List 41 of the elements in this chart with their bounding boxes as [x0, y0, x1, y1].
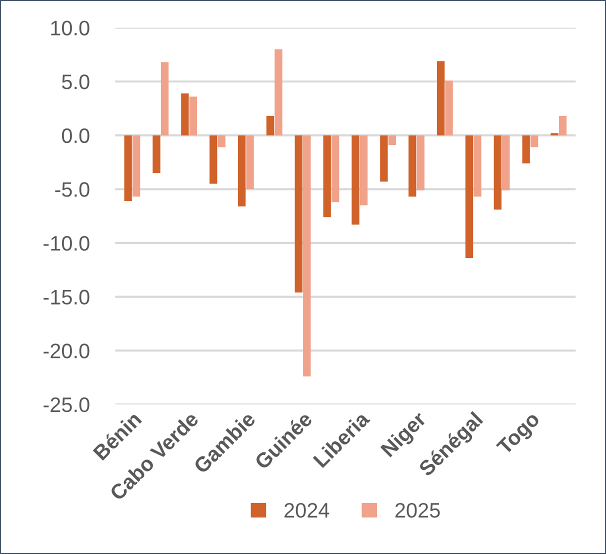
bar	[558, 116, 567, 136]
bar	[494, 135, 502, 210]
bar	[352, 135, 360, 225]
bar	[181, 93, 189, 136]
y-tick-label: -10.0	[44, 236, 90, 251]
y-tick-label: 10.0	[51, 20, 90, 36]
bar	[360, 135, 368, 206]
bar	[132, 135, 140, 197]
y-tick-label: -25.0	[44, 397, 90, 412]
bar	[408, 135, 416, 197]
bar	[124, 135, 132, 201]
bar	[331, 135, 340, 202]
bar	[474, 135, 482, 197]
bar	[465, 135, 474, 258]
bar	[210, 135, 218, 184]
y-tick-label: 5.0	[62, 74, 90, 90]
bar	[530, 135, 538, 148]
bar	[445, 80, 453, 136]
bar	[152, 135, 160, 174]
bar	[274, 49, 282, 136]
y-tick-label: 0.0	[62, 128, 90, 144]
y-tick-label: -5.0	[55, 182, 90, 197]
bar	[323, 135, 331, 218]
bar	[189, 96, 198, 136]
bar	[416, 135, 424, 190]
bar	[388, 135, 396, 146]
legend-label: 2025	[395, 502, 440, 518]
bar	[160, 62, 169, 136]
bar	[380, 135, 388, 182]
bar	[436, 61, 445, 136]
legend-label: 2024	[284, 502, 330, 518]
y-tick-label: -20.0	[44, 344, 90, 358]
bar	[502, 135, 510, 190]
bar	[218, 135, 226, 148]
bar	[246, 135, 254, 190]
bar	[522, 135, 530, 164]
bar	[238, 135, 246, 206]
bar	[303, 135, 311, 376]
y-tick-label: -15.0	[44, 290, 90, 305]
bar	[294, 135, 302, 292]
bar	[266, 116, 274, 136]
